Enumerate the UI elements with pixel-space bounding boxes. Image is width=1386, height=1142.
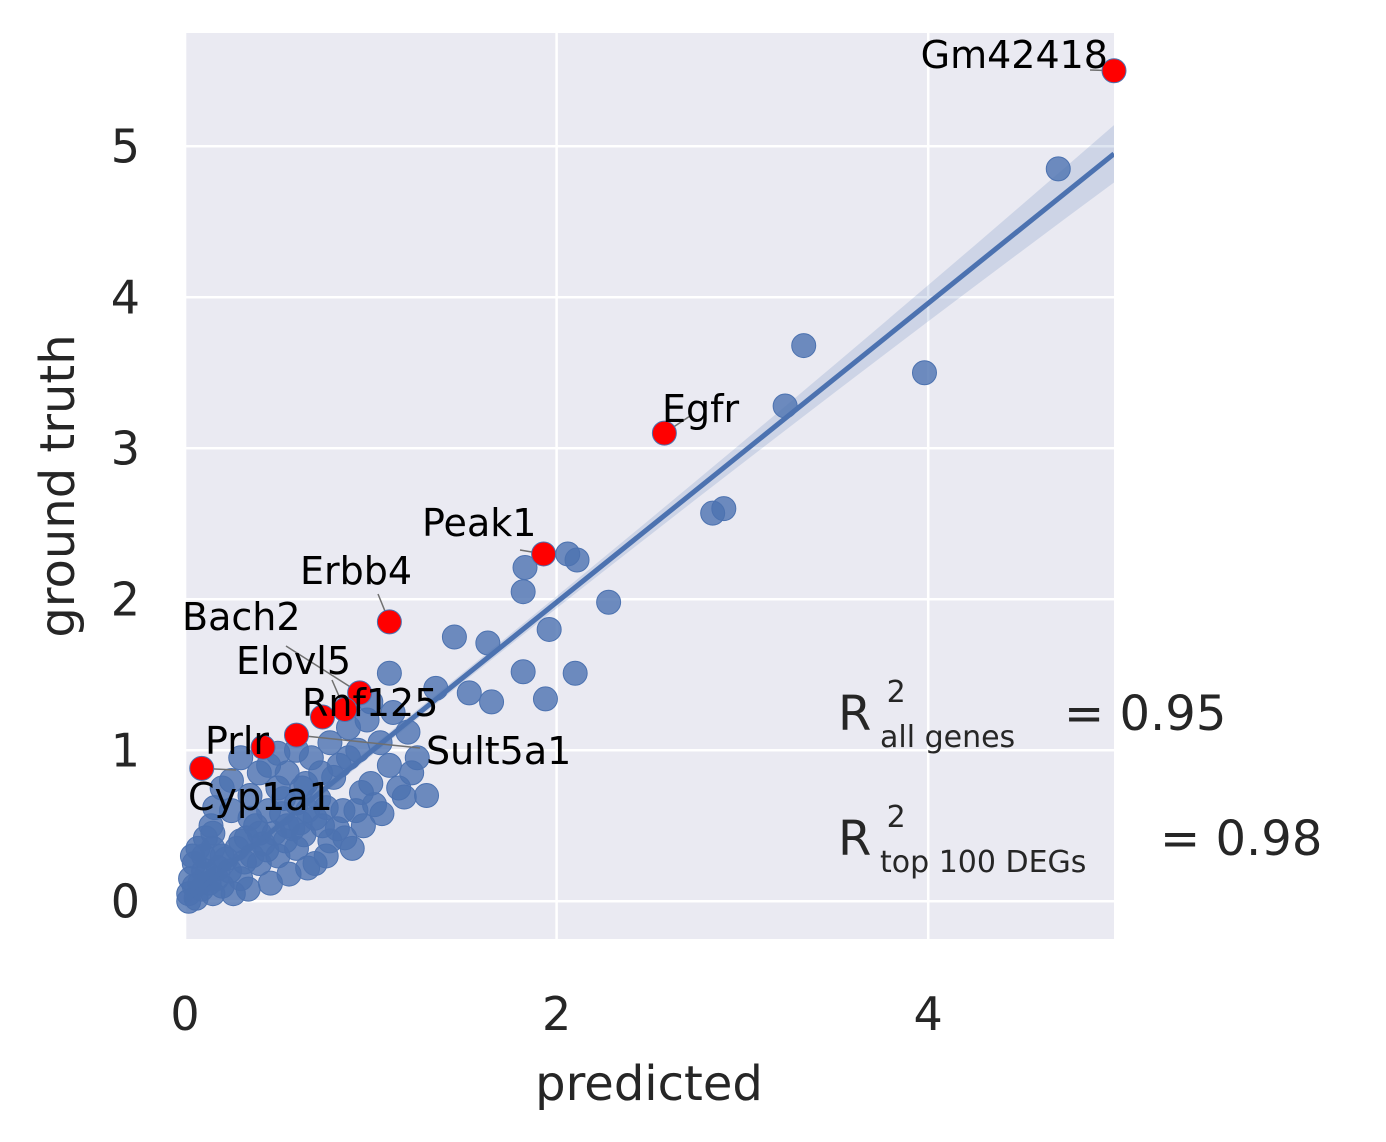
data-point (235, 876, 261, 902)
data-point (246, 760, 272, 786)
regression-line (185, 151, 1114, 904)
data-point (369, 801, 395, 827)
r2-top-prefix: R (838, 811, 871, 867)
data-point (376, 660, 402, 686)
data-point (791, 333, 817, 359)
data-point (510, 659, 536, 685)
data-point (228, 745, 254, 771)
y-axis-label: ground truth (30, 334, 86, 637)
grid (183, 33, 1114, 939)
highlighted-point (531, 541, 557, 567)
r2-all-subscript: all genes (880, 720, 1015, 755)
highlighted-point (347, 680, 373, 706)
y-tick-labels: 0 1 2 3 4 5 (111, 119, 140, 928)
regression-line-group (185, 151, 1114, 904)
label-arrow (285, 645, 361, 694)
gene-labels-group: Gm42418 Egfr Peak1Erbb4Bach2Elovl5Rnf125Su… (182, 33, 1108, 819)
r2-top-degs-annotation: R 2 top 100 DEGs = 0.98 (838, 783, 1322, 884)
data-point (332, 825, 358, 851)
data-point (399, 760, 425, 786)
highlighted-point (1101, 58, 1127, 84)
data-point (309, 813, 335, 839)
gene-label: Erbb4 (300, 549, 412, 593)
data-point (596, 589, 622, 615)
data-point (376, 752, 402, 778)
gene-label: Cyp1a1 (188, 775, 333, 819)
highlighted-point (376, 609, 402, 635)
data-point (179, 843, 205, 869)
x-tick-label: 4 (914, 987, 943, 1041)
gene-label: Peak1 (422, 501, 536, 545)
gene-label: Sult5a1 (426, 729, 571, 773)
highlighted-point (332, 696, 358, 722)
data-point (350, 813, 376, 839)
r2-top-superscript: 2 (887, 800, 906, 835)
data-point (441, 624, 467, 650)
data-point (555, 541, 581, 567)
highlighted-points-group (189, 58, 1127, 781)
gene-label: Egfr (662, 387, 740, 431)
data-point (562, 660, 588, 686)
data-point (414, 783, 440, 809)
x-tick-label: 0 (170, 987, 199, 1041)
highlighted-point (283, 722, 309, 748)
x-tick-labels: 0 2 4 (170, 987, 942, 1041)
y-tick-label: 4 (111, 270, 140, 324)
data-point (479, 689, 505, 715)
r2-top-value: = 0.98 (1160, 811, 1322, 867)
y-tick-label: 5 (111, 119, 140, 173)
x-axis-label: predicted (535, 1056, 763, 1112)
highlighted-point (309, 704, 335, 730)
y-tick-label: 2 (111, 572, 140, 626)
gene-label: Elovl5 (236, 639, 351, 683)
data-point (317, 730, 343, 756)
data-point (532, 686, 558, 712)
data-point (308, 760, 334, 786)
data-point (313, 843, 339, 869)
label-arrow (296, 734, 421, 749)
highlighted-point (651, 420, 677, 446)
data-point (700, 500, 726, 526)
data-point (354, 707, 380, 733)
r2-all-value: = 0.95 (1064, 686, 1226, 742)
data-point (536, 616, 562, 642)
highlighted-point (189, 755, 215, 781)
r2-all-prefix: R (838, 686, 871, 742)
gene-label: Gm42418 (921, 33, 1108, 77)
gene-label: Prlr (205, 719, 269, 763)
gene-label: Bach2 (182, 595, 301, 639)
r2-all-superscript: 2 (887, 675, 906, 710)
data-point (456, 680, 482, 706)
data-point (295, 855, 321, 881)
data-point (237, 783, 263, 809)
r2-all-genes-annotation: R 2 all genes = 0.95 (838, 658, 1226, 759)
x-tick-label: 2 (542, 987, 571, 1041)
highlighted-point (250, 734, 276, 760)
y-tick-label: 3 (111, 421, 140, 475)
data-point (270, 786, 296, 812)
y-tick-label: 0 (111, 874, 140, 928)
data-point (1045, 156, 1071, 182)
data-point (510, 579, 536, 605)
gene-label: Rnf125 (302, 681, 438, 725)
y-tick-label: 1 (111, 723, 140, 777)
data-point (380, 700, 406, 725)
r2-top-subscript: top 100 DEGs (880, 845, 1086, 880)
data-point (911, 360, 937, 386)
